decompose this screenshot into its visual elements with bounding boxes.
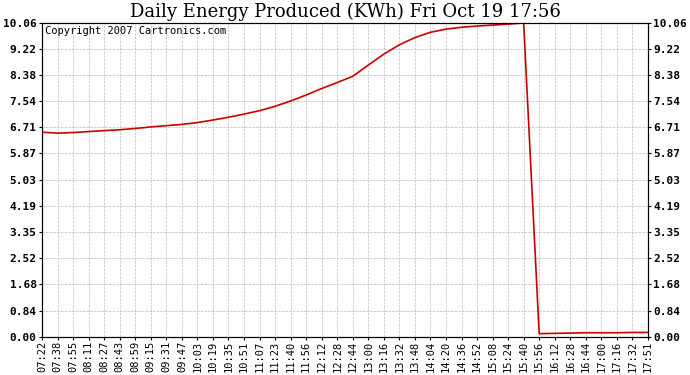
Title: Daily Energy Produced (KWh) Fri Oct 19 17:56: Daily Energy Produced (KWh) Fri Oct 19 1…: [130, 3, 560, 21]
Text: Copyright 2007 Cartronics.com: Copyright 2007 Cartronics.com: [45, 26, 226, 36]
